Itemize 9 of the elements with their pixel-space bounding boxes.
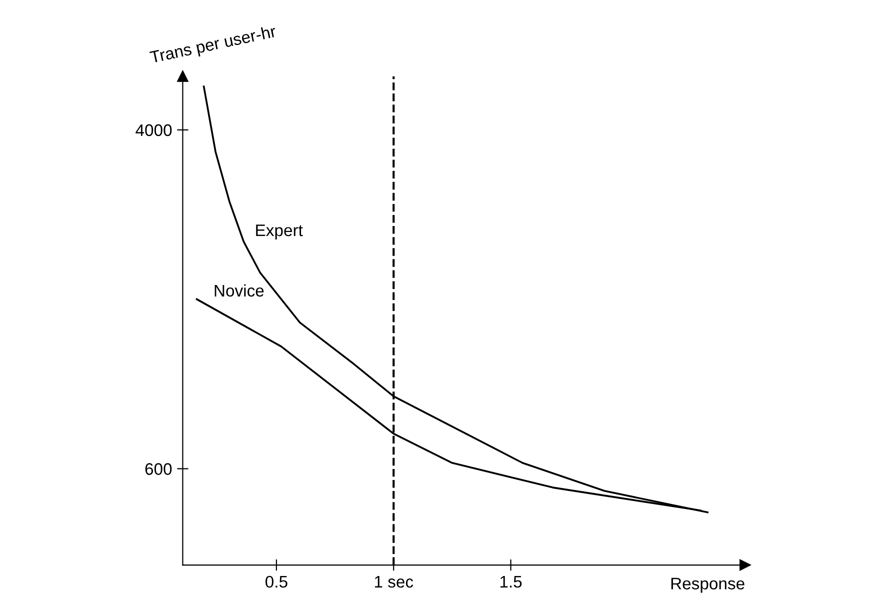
x-tick-label: 1 sec [374,576,414,588]
x-tick-label: 1.5 [500,576,522,588]
x-tick-label: 0.5 [266,576,288,588]
y-axis-title: Trans per user-hr [149,24,278,66]
y-tick-label: 600 [145,463,172,475]
x-axis-title: Response [671,578,744,593]
series-label: Expert [256,224,303,240]
y-tick-label: 4000 [136,124,172,136]
series-label: Novice [214,284,264,297]
